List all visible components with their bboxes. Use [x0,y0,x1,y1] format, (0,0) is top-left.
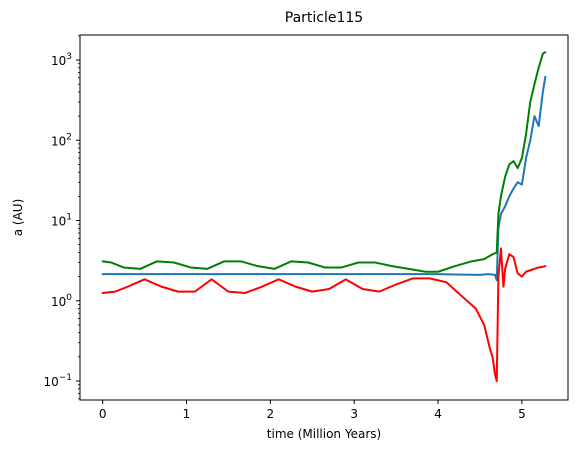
x-axis-label: time (Million Years) [267,427,381,441]
x-tick-label: 2 [267,407,275,421]
y-tick-label: 103 [51,52,72,68]
x-tick-label: 1 [183,407,191,421]
y-tick-label: 100 [51,293,72,309]
y-tick-label: 101 [51,213,72,229]
chart-title: Particle115 [285,10,363,26]
x-tick-label: 5 [518,407,526,421]
y-tick-label: 10−1 [43,373,72,389]
x-tick-label: 3 [350,407,358,421]
series-line-3 [101,247,547,383]
series-line-1 [101,75,547,282]
x-tick-label: 0 [99,407,107,421]
y-axis: 10−1 100 101 102 103 [43,35,80,400]
x-axis: 0 1 2 3 4 5 [99,400,526,421]
y-tick-label: 102 [51,132,72,148]
series-line-2 [101,51,547,273]
plot-area [101,51,547,383]
y-axis-label: a (AU) [11,199,25,237]
axes-frame [79,34,569,401]
x-tick-label: 4 [434,407,442,421]
